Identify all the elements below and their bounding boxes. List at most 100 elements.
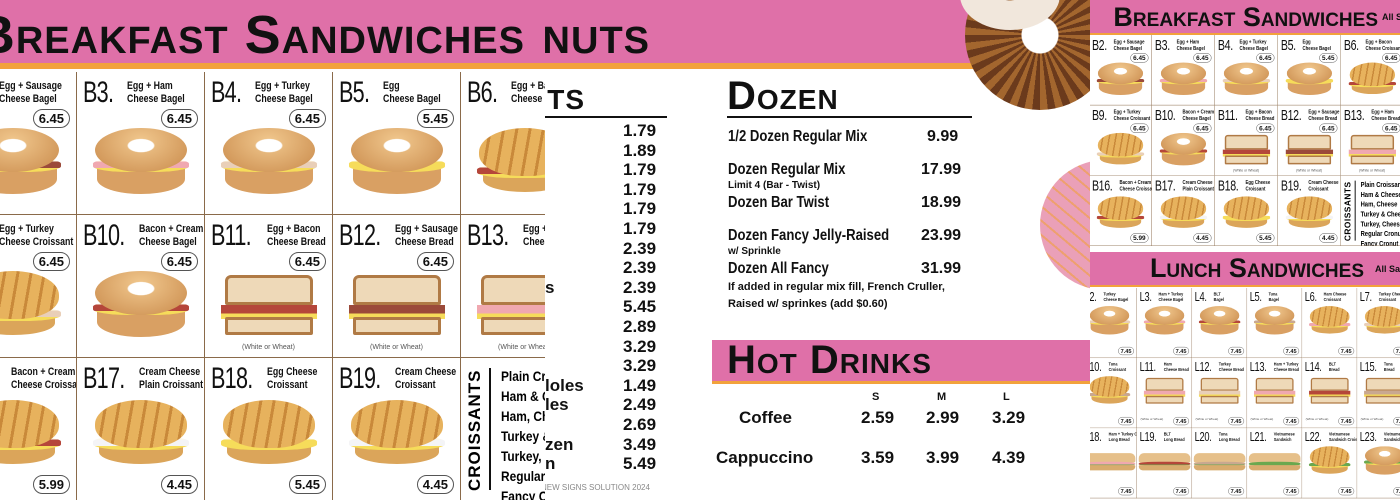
bagel-top (1160, 62, 1207, 85)
price-badge: 6.45 (1130, 123, 1149, 133)
menu-item-cell[interactable]: L14. BLT Bread (White or Wheat) 7.45 (1302, 358, 1358, 429)
price-badge: 7.45 (1393, 346, 1400, 356)
item-code: B19. (1280, 177, 1302, 194)
menu-item-cell[interactable]: B4. Egg + Turkey Cheese Bagel 6.45 (205, 72, 333, 215)
name-line: Bagel (1268, 297, 1279, 303)
bagel-sandwich-image (347, 124, 447, 204)
menu-item-cell[interactable]: L13. Ham + Turkey Cheese Bread (White or Wh… (1247, 358, 1303, 429)
menu-item-cell[interactable]: B11. Egg + Bacon Cheese Bread (White or Whe… (1214, 105, 1278, 176)
croissant-item: Regular Cronut (501, 468, 545, 484)
name-line: Egg + Ham (127, 80, 173, 92)
item-name: Cream Cheese Croissant (395, 366, 456, 392)
menu-item-cell[interactable]: B12. Egg + Sausage Cheese Bread (White or W… (1277, 105, 1341, 176)
header-band (1090, 252, 1400, 285)
menu-item-cell[interactable]: B17. Cream Cheese Plain Croissant 4.45 (1151, 175, 1215, 247)
bread-bottom (225, 317, 313, 335)
menu-item-cell[interactable]: B12. Egg + Sausage Cheese Bread (White or W… (333, 215, 461, 358)
bagel-top (1223, 62, 1270, 85)
name-line: Sandwich Croissant (1328, 437, 1358, 443)
item-name: Egg + Turkey Cheese Bagel (1240, 39, 1268, 52)
menu-item-cell[interactable]: B5. Egg Cheese Bagel 5.45 (1277, 35, 1341, 106)
bagel-top (1199, 306, 1240, 325)
menu-item-cell[interactable]: L20. Tuna Long Bread 7.45 (1192, 428, 1248, 499)
menu-item-cell[interactable]: B19. Cream Cheese Croissant 4.45 (1277, 175, 1341, 247)
menu-item-cell[interactable]: B4. Egg + Turkey Cheese Bagel 6.45 (1214, 35, 1278, 106)
menu-item-cell[interactable]: B3. Egg + Ham Cheese Bagel 6.45 (77, 72, 205, 215)
accent-line (0, 63, 545, 69)
name-line: Egg + Turkey (1239, 38, 1267, 45)
filling (1198, 390, 1241, 397)
dozen-name: Dozen Bar Twist (728, 194, 830, 211)
menu-item-cell[interactable]: B17. Cream Cheese Plain Croissant 4.45 (77, 358, 205, 500)
menu-item-cell[interactable]: L4. BLT Bagel 7.45 (1192, 288, 1248, 359)
bagel-sandwich-image (1363, 445, 1400, 479)
menu-item-cell[interactable]: B5. Egg Cheese Bagel 5.45 (333, 72, 461, 215)
drink-name: Cappuccino (716, 448, 814, 467)
divider (727, 116, 972, 118)
name-line: Bacon + Cream (1119, 179, 1152, 186)
menu-item-cell[interactable]: L5. Tuna Bagel 7.45 (1247, 288, 1303, 359)
menu-item-cell[interactable]: B11. Egg + Bacon Cheese Bread (White or Whe… (205, 215, 333, 358)
croissants-list-cell: CROISSANTS Plain Croissant Ham & Cheese Ham… (461, 358, 545, 500)
name-line: Bacon + Cream (1182, 109, 1215, 116)
name-line: Egg + Bacon (267, 223, 321, 235)
menu-item-cell[interactable]: B18. Egg Cheese Croissant 5.45 (1214, 175, 1278, 247)
dozen-price: 17.99 (921, 161, 962, 178)
menu-item-cell[interactable]: L12. Turkey Cheese Bread (White or Wheat) 7.… (1192, 358, 1248, 429)
name-line: Long Bread (1218, 437, 1240, 443)
bread-bottom (353, 317, 441, 335)
menu-item-cell[interactable]: L11. Ham Cheese Bread (White or Wheat) 7.45 (1137, 358, 1193, 429)
menu-item-cell[interactable]: L18. Ham + Turkey CheeseLong Bread 7.45 (1090, 428, 1138, 499)
price-badge: 6.45 (1193, 123, 1212, 133)
menu-item-cell[interactable]: B10. Bacon + Cream Cheese Bagel 6.45 (77, 215, 205, 358)
menu-item-cell[interactable]: L19. BLT Long Bread 7.45 (1137, 428, 1193, 499)
item-code: B12. (1280, 107, 1302, 124)
croissant-items: Plain Croissant Ham & Cheese Ham, Cheese Tu… (501, 366, 545, 500)
menu-item-cell[interactable]: L21. Vietnamese Sandwich 7.45 (1247, 428, 1303, 499)
bread-sandwich-image (1143, 374, 1186, 408)
item-code: B17. (1154, 177, 1176, 194)
menu-item-cell[interactable]: B18. Egg Cheese Croissant 5.45 (205, 358, 333, 500)
bread-bottom (481, 317, 545, 335)
croissant-top (1309, 306, 1350, 327)
price-badge: 7.45 (1393, 417, 1400, 426)
menu-item-cell[interactable]: L6. Ham Cheese Croissant 7.45 (1302, 288, 1358, 359)
menu-item-cell[interactable]: B3. Egg + Ham Cheese Bagel 6.45 (1151, 35, 1215, 106)
item-code: B4. (211, 76, 242, 109)
item-name: Egg + Sausage Cheese Bagel (0, 80, 62, 106)
name-line: Bagel (1213, 297, 1224, 303)
croissant-item: Turkey & Cheese (1360, 210, 1400, 219)
menu-item-cell[interactable]: B10. Bacon + Cream Cheese Bagel 6.45 (1151, 105, 1215, 176)
bread-note: (White or Wheat) (498, 344, 545, 351)
menu-item-cell[interactable]: B19. Cream Cheese Croissant 4.45 (333, 358, 461, 500)
item-name: Bacon + Cream Cheese Bagel (1182, 109, 1214, 122)
croissant-item: Ham, Cheese (1360, 200, 1398, 209)
dozen-note: If added in regular mix fill, French Cru… (728, 281, 945, 293)
name-line: Cheese Bagel (1113, 45, 1143, 52)
divider (489, 368, 491, 490)
drink-price: 3.99 (926, 448, 960, 467)
item-code: B6. (467, 76, 498, 109)
bagel-sandwich-image (1222, 61, 1271, 100)
bagel-sandwich-image (1096, 61, 1145, 100)
menu-item-cell[interactable]: L3. Ham + Turkey Cheese Bagel 7.45 (1137, 288, 1193, 359)
croissant-sandwich-image (1096, 131, 1145, 170)
name-line: Croissant (1323, 297, 1342, 303)
